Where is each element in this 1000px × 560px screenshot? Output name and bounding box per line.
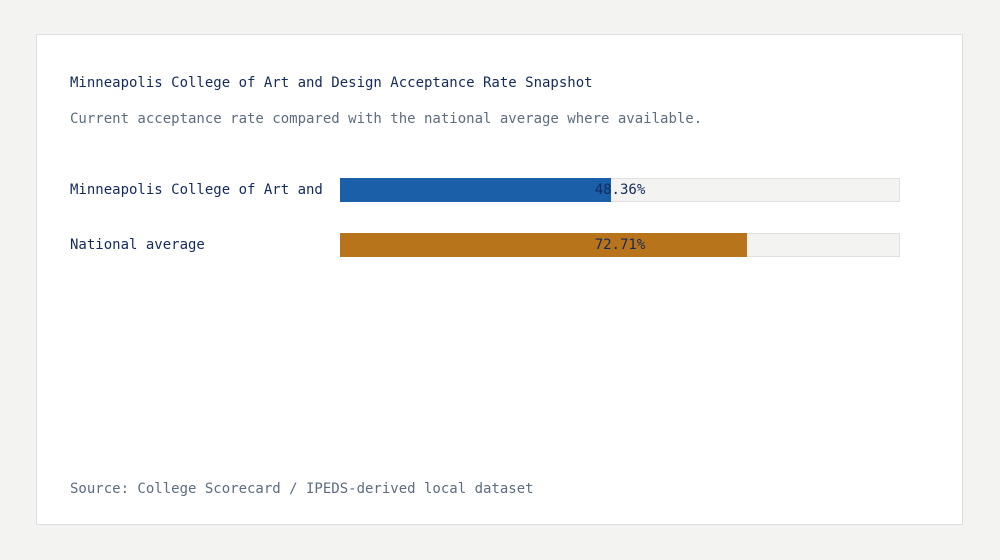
source-note: Source: College Scorecard / IPEDS-derive…: [70, 481, 534, 497]
bar-category-label: National average: [70, 237, 205, 253]
bar-fill: [340, 233, 748, 257]
bar-fill: [340, 178, 611, 202]
chart-subtitle: Current acceptance rate compared with th…: [70, 111, 703, 127]
chart-title: Minneapolis College of Art and Design Ac…: [70, 75, 593, 91]
bar-category-label: Minneapolis College of Art and: [70, 182, 323, 198]
bar-value-label: 48.36%: [594, 182, 646, 198]
bar-value-label: 72.71%: [594, 237, 646, 253]
bar-track: 72.71%: [340, 233, 900, 257]
chart-card: Minneapolis College of Art and Design Ac…: [36, 34, 963, 525]
bar-track: 48.36%: [340, 178, 900, 202]
bar-chart: Minneapolis College of Art and 48.36% Nati…: [37, 35, 964, 526]
